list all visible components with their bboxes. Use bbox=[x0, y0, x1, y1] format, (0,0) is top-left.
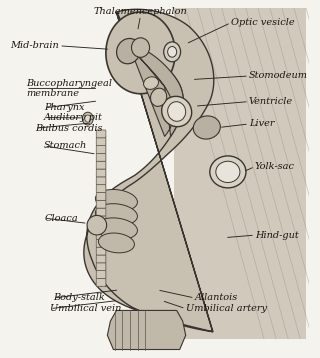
FancyBboxPatch shape bbox=[96, 240, 106, 247]
Ellipse shape bbox=[216, 161, 240, 183]
Ellipse shape bbox=[162, 96, 192, 127]
Text: Umbilical vein: Umbilical vein bbox=[50, 304, 122, 313]
FancyBboxPatch shape bbox=[96, 154, 106, 161]
FancyBboxPatch shape bbox=[96, 169, 106, 177]
Text: Liver: Liver bbox=[249, 120, 275, 129]
Text: Body-stalk: Body-stalk bbox=[53, 294, 105, 303]
Circle shape bbox=[168, 47, 177, 57]
Polygon shape bbox=[174, 9, 306, 339]
Text: Umbilical artery: Umbilical artery bbox=[186, 304, 267, 313]
Ellipse shape bbox=[95, 189, 138, 211]
Text: Cloaca: Cloaca bbox=[44, 214, 78, 223]
Text: Stomach: Stomach bbox=[44, 141, 87, 150]
Ellipse shape bbox=[99, 233, 134, 253]
Text: Auditory pit: Auditory pit bbox=[44, 113, 103, 122]
FancyBboxPatch shape bbox=[96, 216, 106, 224]
FancyBboxPatch shape bbox=[96, 185, 106, 193]
FancyBboxPatch shape bbox=[96, 271, 106, 279]
Polygon shape bbox=[128, 44, 183, 136]
Text: Thalamencephalon: Thalamencephalon bbox=[94, 6, 188, 16]
FancyBboxPatch shape bbox=[96, 161, 106, 169]
FancyBboxPatch shape bbox=[96, 232, 106, 240]
Ellipse shape bbox=[150, 88, 167, 106]
Text: Buccopharyngeal
membrane: Buccopharyngeal membrane bbox=[26, 79, 112, 98]
Polygon shape bbox=[84, 9, 214, 332]
Text: Mid-brain: Mid-brain bbox=[11, 41, 59, 50]
Ellipse shape bbox=[210, 156, 246, 188]
Text: Hind-gut: Hind-gut bbox=[255, 231, 299, 240]
FancyBboxPatch shape bbox=[96, 200, 106, 208]
Circle shape bbox=[164, 42, 180, 62]
Ellipse shape bbox=[95, 218, 138, 240]
Circle shape bbox=[82, 112, 93, 125]
Ellipse shape bbox=[168, 102, 186, 121]
Polygon shape bbox=[106, 12, 175, 94]
FancyBboxPatch shape bbox=[96, 146, 106, 154]
Text: Optic vesicle: Optic vesicle bbox=[231, 18, 294, 27]
FancyBboxPatch shape bbox=[96, 224, 106, 232]
FancyBboxPatch shape bbox=[96, 255, 106, 263]
FancyBboxPatch shape bbox=[96, 279, 106, 286]
FancyBboxPatch shape bbox=[96, 208, 106, 216]
FancyBboxPatch shape bbox=[96, 193, 106, 200]
FancyBboxPatch shape bbox=[96, 130, 106, 138]
FancyBboxPatch shape bbox=[96, 138, 106, 146]
FancyBboxPatch shape bbox=[96, 263, 106, 271]
Polygon shape bbox=[108, 310, 186, 349]
Ellipse shape bbox=[193, 116, 220, 139]
Text: Bulbus cordis: Bulbus cordis bbox=[35, 124, 103, 133]
FancyBboxPatch shape bbox=[96, 177, 106, 185]
Ellipse shape bbox=[132, 38, 149, 57]
Ellipse shape bbox=[95, 204, 138, 225]
Ellipse shape bbox=[87, 216, 107, 235]
Text: Ventricle: Ventricle bbox=[249, 97, 293, 106]
Circle shape bbox=[85, 115, 91, 122]
Text: Stomodeum: Stomodeum bbox=[249, 72, 308, 81]
Ellipse shape bbox=[144, 77, 158, 90]
Ellipse shape bbox=[116, 38, 140, 64]
Text: Yolk-sac: Yolk-sac bbox=[255, 162, 295, 171]
Text: Pharynx: Pharynx bbox=[44, 103, 84, 112]
FancyBboxPatch shape bbox=[96, 247, 106, 255]
Text: Allantois: Allantois bbox=[195, 294, 238, 303]
